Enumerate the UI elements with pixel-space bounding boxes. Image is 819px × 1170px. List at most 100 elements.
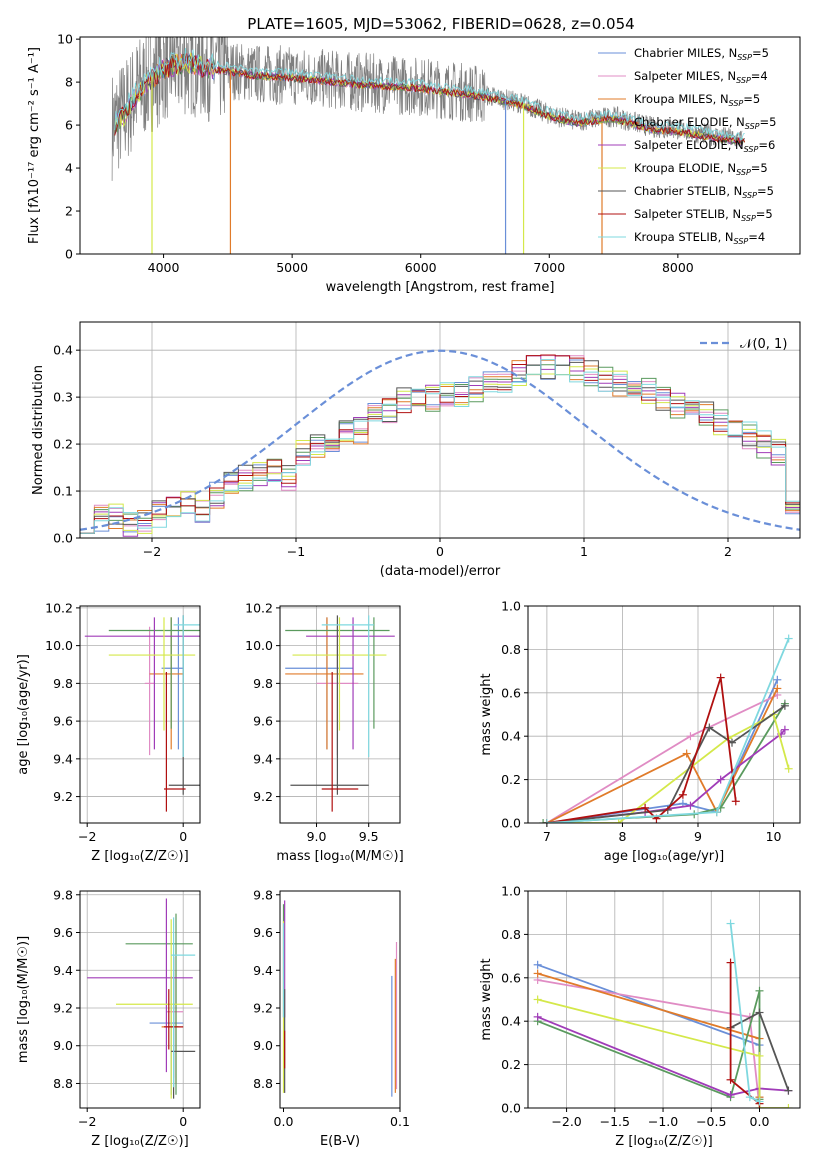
x-axis-label: E(B-V) — [320, 1134, 360, 1149]
model-spectrum-line — [114, 47, 745, 142]
x-axis-label: wavelength [Angstrom, rest frame] — [326, 280, 555, 295]
x-axis-label: mass [log₁₀(M/M☉)] — [276, 849, 403, 864]
y-tick-label: 10.0 — [245, 638, 273, 653]
y-tick-label: 0.3 — [53, 390, 73, 405]
y-tick-label: 1.0 — [501, 599, 521, 614]
model-spectrum-line — [114, 52, 746, 144]
x-tick-label: 7 — [543, 829, 551, 844]
y-tick-label: 0.4 — [501, 1014, 521, 1029]
weight-line — [546, 688, 779, 823]
y-tick-label: 0.0 — [501, 816, 521, 831]
legend-label: Kroupa ELODIE, NSSP=5 — [634, 161, 768, 177]
y-tick-label: 9.4 — [253, 751, 273, 766]
y-tick-label: 0 — [65, 247, 73, 262]
x-tick-label: 0 — [179, 1114, 187, 1129]
y-tick-label: 2 — [65, 204, 73, 219]
plot-area — [533, 919, 793, 1108]
axes-frame — [279, 605, 401, 824]
x-tick-label: 9.5 — [359, 829, 379, 844]
y-tick-label: 9.2 — [53, 1000, 73, 1015]
legend-label: Kroupa STELIB, NSSP=4 — [634, 230, 765, 246]
y-tick-label: 0.4 — [53, 343, 73, 358]
y-tick-label: 9.2 — [253, 789, 273, 804]
y-tick-label: 8.8 — [53, 1076, 73, 1091]
x-tick-label: 7000 — [533, 260, 565, 275]
x-tick-label: 9.0 — [307, 829, 327, 844]
chart-spectrum: Chabrier MILES, NSSP=5 Salpeter MILES, NS… — [27, 32, 801, 295]
legend-label: Salpeter MILES, NSSP=4 — [634, 69, 768, 85]
y-tick-label: 0.6 — [501, 970, 521, 985]
plot-area — [87, 898, 196, 1099]
chart-weight-vs-age: 7 8 9 10 0.0 0.2 0.4 0.6 0.8 1.0 age [log₁₀(age/yr… — [479, 599, 801, 864]
x-tick-label: 9 — [694, 829, 702, 844]
axes-frame — [527, 890, 801, 1109]
y-tick-label: 0.2 — [501, 772, 521, 787]
legend-label: Salpeter STELIB, NSSP=5 — [634, 207, 773, 223]
y-tick-label: 10.0 — [45, 638, 73, 653]
x-tick-label: 0 — [179, 829, 187, 844]
y-tick-label: 9.4 — [253, 963, 273, 978]
y-tick-label: 0.0 — [501, 1101, 521, 1116]
y-axis-label: Normed distribution — [31, 365, 46, 495]
y-tick-label: 9.6 — [53, 714, 73, 729]
x-tick-label: −1 — [287, 544, 305, 559]
y-tick-label: 9.0 — [253, 1038, 273, 1053]
x-tick-label: 0.0 — [750, 1114, 770, 1129]
legend-label: Kroupa MILES, NSSP=5 — [634, 92, 760, 108]
y-tick-label: 1.0 — [501, 884, 521, 899]
y-tick-label: 4 — [65, 161, 73, 176]
y-tick-label: 0.6 — [501, 685, 521, 700]
observed-spectrum-line — [111, 37, 743, 181]
y-tick-label: 0.0 — [53, 531, 73, 546]
legend-label: Chabrier STELIB, NSSP=5 — [634, 184, 774, 200]
x-axis-label: Z [log₁₀(Z/Z☉)] — [91, 849, 188, 864]
plot-area — [539, 634, 793, 823]
legend-label: Chabrier MILES, NSSP=5 — [634, 46, 769, 62]
x-tick-label: 0.1 — [390, 1114, 410, 1129]
y-tick-label: 9.8 — [253, 887, 273, 902]
x-tick-label: 8000 — [662, 260, 694, 275]
chart-age-vs-mass: 9.0 9.5 9.2 9.4 9.6 9.8 10.0 10.2 mass [log₁₀(M/… — [245, 600, 404, 864]
weight-line — [537, 979, 761, 1108]
y-tick-label: 0.8 — [501, 927, 521, 942]
x-tick-label: −0.5 — [696, 1114, 726, 1129]
axes-frame — [79, 890, 201, 1109]
y-tick-label: 0.8 — [501, 642, 521, 657]
x-tick-label: −2.0 — [551, 1114, 581, 1129]
histogram-step — [80, 354, 800, 534]
histogram-step — [80, 359, 800, 534]
y-tick-label: 0.2 — [501, 1057, 521, 1072]
y-axis-label: mass [log₁₀(M/M☉)] — [16, 936, 31, 1063]
plot-area — [285, 615, 395, 812]
plot-area — [111, 37, 746, 254]
chart-weight-vs-Z: −2.0 −1.5 −1.0 −0.5 0.0 0.0 0.2 0.4 0.6 0.8 1.0 Z [… — [479, 884, 801, 1149]
y-tick-label: 9.6 — [53, 925, 73, 940]
x-axis-label: (data-model)/error — [380, 564, 501, 579]
y-tick-label: 9.4 — [53, 963, 73, 978]
x-tick-label: 1 — [580, 544, 588, 559]
plot-area — [282, 900, 398, 1097]
chart-mass-vs-Z: −2 0 8.8 9.0 9.2 9.4 9.6 9.8 Z [log₁₀(Z/Z☉)] mass… — [16, 887, 201, 1149]
x-axis-label: Z [log₁₀(Z/Z☉)] — [91, 1134, 188, 1149]
y-tick-label: 10.2 — [45, 600, 73, 615]
y-tick-label: 6 — [65, 118, 73, 133]
y-tick-label: 8 — [65, 75, 73, 90]
legend-label: 𝒩(0, 1) — [740, 337, 787, 352]
x-tick-label: 0 — [436, 544, 444, 559]
plot-area — [84, 615, 200, 812]
charts-container: Chabrier MILES, NSSP=5 Salpeter MILES, NS… — [16, 32, 801, 1149]
y-axis-label: Flux [fλ10⁻¹⁷ erg cm⁻² s⁻¹ A⁻¹] — [27, 47, 42, 244]
y-tick-label: 0.1 — [53, 484, 73, 499]
gaussian-curve — [80, 349, 800, 531]
x-tick-label: −1.5 — [600, 1114, 630, 1129]
axes-frame — [79, 605, 201, 824]
y-tick-label: 0.2 — [53, 437, 73, 452]
x-tick-label: 8 — [618, 829, 626, 844]
axes-frame — [527, 605, 801, 824]
y-tick-label: 9.6 — [253, 714, 273, 729]
y-tick-label: 8.8 — [253, 1076, 273, 1091]
y-tick-label: 9.8 — [53, 676, 73, 691]
x-tick-label: −2 — [78, 829, 96, 844]
legend-label: Salpeter ELODIE, NSSP=6 — [634, 138, 775, 154]
